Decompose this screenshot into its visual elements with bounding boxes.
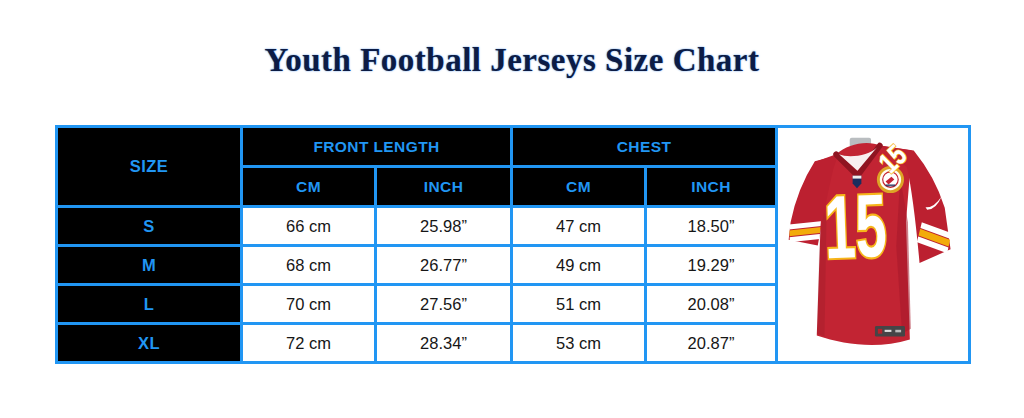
front-length-inch-xl: 28.34” bbox=[377, 325, 510, 361]
header-front-length: FRONT LENGTH bbox=[243, 128, 510, 165]
size-chart-table: SIZE FRONT LENGTH CHEST CM INCH CM INCH … bbox=[55, 125, 971, 364]
header-chest: CHEST bbox=[513, 128, 775, 165]
chest-cm-l: 51 cm bbox=[513, 286, 644, 322]
header-size: SIZE bbox=[58, 128, 240, 205]
front-length-inch-m: 26.77” bbox=[377, 247, 510, 283]
size-cell-s: S bbox=[58, 208, 240, 244]
size-cell-l: L bbox=[58, 286, 240, 322]
chest-inch-xl: 20.87” bbox=[647, 325, 775, 361]
header-chest-inch: INCH bbox=[647, 168, 775, 205]
chest-number: 15 bbox=[823, 175, 888, 277]
chest-inch-l: 20.08” bbox=[647, 286, 775, 322]
chest-cm-s: 47 cm bbox=[513, 208, 644, 244]
header-front-length-cm: CM bbox=[243, 168, 374, 205]
front-length-cm-s: 66 cm bbox=[243, 208, 374, 244]
front-length-cm-m: 68 cm bbox=[243, 247, 374, 283]
front-length-cm-l: 70 cm bbox=[243, 286, 374, 322]
front-length-inch-s: 25.98” bbox=[377, 208, 510, 244]
chest-cm-xl: 53 cm bbox=[513, 325, 644, 361]
jersey-photo-cell: 15 15 bbox=[778, 128, 968, 361]
size-cell-xl: XL bbox=[58, 325, 240, 361]
page-title: Youth Football Jerseys Size Chart bbox=[0, 42, 1024, 79]
front-length-inch-l: 27.56” bbox=[377, 286, 510, 322]
size-chart-page: Youth Football Jerseys Size Chart SIZE F… bbox=[0, 0, 1024, 418]
front-length-cm-xl: 72 cm bbox=[243, 325, 374, 361]
chest-inch-s: 18.50” bbox=[647, 208, 775, 244]
chest-cm-m: 49 cm bbox=[513, 247, 644, 283]
size-cell-m: M bbox=[58, 247, 240, 283]
header-chest-cm: CM bbox=[513, 168, 644, 205]
chest-inch-m: 19.29” bbox=[647, 247, 775, 283]
jersey-image: 15 15 bbox=[778, 128, 968, 361]
jock-tag bbox=[875, 326, 905, 337]
header-front-length-inch: INCH bbox=[377, 168, 510, 205]
